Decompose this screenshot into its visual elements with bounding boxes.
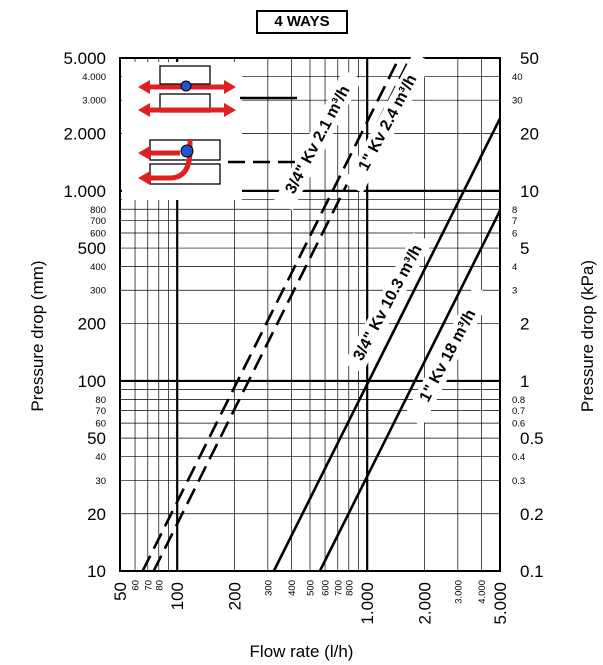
x-minor-label: 400	[287, 580, 298, 596]
y-left-minor-label: 300	[90, 286, 106, 297]
y-right-minor-label: 7	[512, 216, 517, 227]
y-right-tick-label: 5	[520, 239, 529, 258]
y-left-minor-label: 400	[90, 262, 106, 273]
y-right-tick-label: 1	[520, 372, 529, 391]
x-minor-label: 70	[143, 580, 154, 591]
x-minor-label: 500	[306, 580, 317, 596]
y-left-tick-label: 50	[87, 429, 106, 448]
x-minor-label: 800	[344, 580, 355, 596]
y-left-tick-label: 5.000	[63, 49, 106, 68]
y-right-tick-label: 20	[520, 125, 539, 144]
y-right-tick-label: 0.5	[520, 429, 544, 448]
y-right-minor-label: 4	[512, 262, 517, 273]
y-left-tick-label: 2.000	[63, 125, 106, 144]
x-axis-label: Flow rate (l/h)	[249, 642, 354, 661]
y-right-minor-label: 0.8	[512, 395, 525, 406]
y-right-tick-label: 0.1	[520, 562, 544, 581]
y-right-minor-label: 0.7	[512, 406, 525, 417]
flow-arrow-head-icon	[138, 146, 150, 160]
y-left-minor-label: 70	[95, 406, 106, 417]
return-arrow-head-icon	[138, 171, 150, 185]
x-minor-label: 3.000	[453, 580, 464, 604]
flow-arrow-icon-head	[224, 80, 236, 94]
y-right-minor-label: 0.6	[512, 419, 525, 430]
x-tick-label: 5.000	[491, 582, 510, 625]
series-label-bg	[344, 232, 433, 374]
flow-arrow-icon-head	[138, 80, 150, 94]
y-left-minor-label: 4.000	[82, 72, 106, 83]
y-left-tick-label: 20	[87, 505, 106, 524]
series-label-group: 3/4" Kv 10.3 m³/h	[344, 232, 433, 374]
series-label-bg	[274, 69, 363, 211]
y-left-minor-label: 3.000	[82, 96, 106, 107]
y-left-tick-label: 100	[78, 372, 106, 391]
y-right-minor-label: 40	[512, 72, 523, 83]
x-tick-label: 100	[168, 582, 187, 610]
flow-arrow-icon-head	[138, 103, 150, 117]
series-label-group: 1" Kv 18 m³/h	[404, 285, 493, 427]
series-label-bg	[404, 285, 493, 427]
legend	[122, 62, 297, 200]
x-minor-label: 60	[131, 580, 142, 591]
y-right-tick-label: 50	[520, 49, 539, 68]
y-left-minor-label: 800	[90, 205, 106, 216]
x-tick-label: 2.000	[415, 582, 434, 625]
valve-knob-icon	[180, 144, 194, 158]
y-right-minor-label: 3	[512, 286, 517, 297]
x-tick-label: 1.000	[358, 582, 377, 625]
y-left-minor-label: 700	[90, 216, 106, 227]
y-left-minor-label: 30	[95, 476, 106, 487]
valve-knob-icon	[180, 80, 192, 92]
x-minor-label: 700	[333, 580, 344, 596]
y-right-tick-label: 10	[520, 182, 539, 201]
series-line	[272, 115, 500, 571]
y-left-minor-label: 40	[95, 452, 106, 463]
x-minor-label: 4.000	[477, 580, 488, 604]
series-line	[141, 58, 401, 571]
plot-frame	[119, 57, 501, 572]
flow-arrow-icon-head	[224, 103, 236, 117]
series-line	[318, 207, 500, 571]
y-right-tick-label: 2	[520, 315, 529, 334]
y-left-tick-label: 200	[78, 315, 106, 334]
y-right-minor-label: 0.4	[512, 452, 525, 463]
y-left-tick-label: 10	[87, 562, 106, 581]
y-left-tick-label: 500	[78, 239, 106, 258]
y-right-minor-label: 6	[512, 229, 517, 240]
chart-title: 4 WAYS	[256, 10, 348, 34]
y-left-minor-label: 80	[95, 395, 106, 406]
series-label-group: 1" Kv 2.4 m³/h	[344, 52, 433, 194]
x-minor-label: 300	[263, 580, 274, 596]
series-label-bg	[344, 52, 433, 194]
x-minor-label: 600	[321, 580, 332, 596]
x-tick-label: 200	[225, 582, 244, 610]
x-minor-label: 80	[154, 580, 165, 591]
y-left-tick-label: 1.000	[63, 182, 106, 201]
y-right-minor-label: 30	[512, 96, 523, 107]
y-right-minor-label: 0.3	[512, 476, 525, 487]
x-tick-label: 50	[111, 582, 130, 601]
y-left-minor-label: 60	[95, 419, 106, 430]
y-left-minor-label: 600	[90, 229, 106, 240]
y-right-tick-label: 0.2	[520, 505, 544, 524]
y-right-minor-label: 8	[512, 205, 517, 216]
